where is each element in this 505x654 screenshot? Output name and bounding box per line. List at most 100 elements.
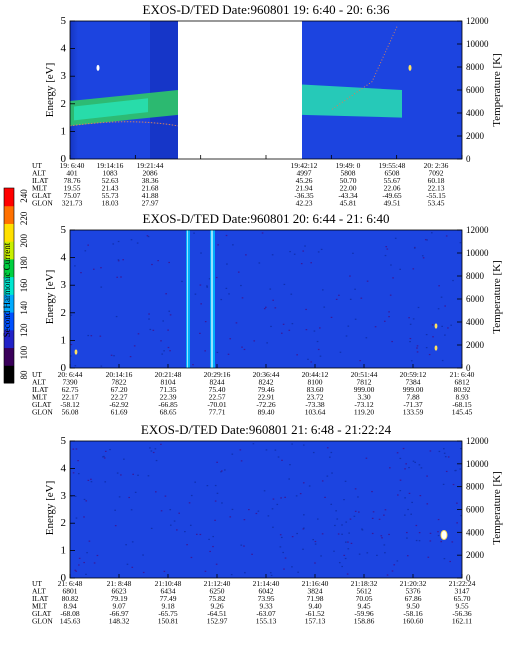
noise-speck: [409, 340, 411, 343]
noise-speck: [280, 497, 282, 499]
table-cell: 6434: [161, 587, 176, 596]
noise-speck: [429, 532, 432, 534]
noise-speck: [229, 338, 232, 340]
noise-speck: [231, 508, 234, 511]
noise-speck: [78, 557, 81, 559]
y-tick-label: 0: [61, 153, 67, 165]
noise-speck: [176, 529, 178, 531]
noise-speck: [372, 511, 375, 513]
noise-speck: [78, 564, 80, 566]
table-cell: 61.69: [111, 408, 128, 417]
noise-speck: [112, 243, 115, 245]
noise-speck: [269, 572, 272, 574]
noise-speck: [102, 456, 104, 458]
table-cell: 155.13: [256, 617, 277, 626]
noise-speck: [333, 550, 335, 552]
noise-speck: [420, 467, 423, 469]
noise-speck: [314, 562, 316, 564]
noise-speck: [394, 237, 397, 239]
table-cell: 53.45: [428, 199, 445, 208]
noise-speck: [199, 332, 201, 334]
noise-speck: [318, 327, 321, 329]
table-cell: 20:44:12: [302, 370, 329, 379]
table-cell: 145.45: [452, 408, 473, 417]
noise-speck: [391, 570, 394, 572]
colorbar-tick-label: 240: [19, 189, 29, 203]
noise-speck: [418, 540, 421, 542]
noise-speck: [326, 475, 329, 477]
noise-speck: [173, 520, 176, 522]
noise-speck: [411, 501, 413, 504]
noise-speck: [409, 323, 412, 325]
noise-speck: [86, 552, 88, 554]
table-cell: 68.65: [160, 408, 177, 417]
noise-speck: [136, 242, 139, 244]
table-cell: 321.73: [62, 199, 83, 208]
burst-stripe-core: [187, 230, 188, 368]
noise-speck: [283, 568, 285, 570]
noise-speck: [83, 561, 85, 564]
table-cell: 77.49: [160, 594, 177, 603]
noise-speck: [100, 286, 103, 288]
noise-speck: [149, 328, 152, 331]
noise-speck: [347, 325, 350, 327]
noise-speck: [321, 533, 324, 535]
table-cell: -73.12: [354, 400, 374, 409]
table-row-header: GLAT: [32, 191, 52, 200]
noise-speck: [348, 532, 350, 534]
noise-speck: [438, 285, 440, 287]
noise-speck: [126, 563, 129, 565]
noise-speck: [88, 540, 91, 542]
noise-speck: [204, 321, 207, 323]
noise-speck: [410, 360, 413, 362]
noise-speck: [90, 335, 93, 337]
y2-tick-label: 6000: [466, 294, 485, 304]
noise-speck: [243, 519, 246, 521]
noise-speck: [150, 527, 153, 530]
noise-speck: [240, 544, 243, 546]
y-tick-label: 4: [61, 252, 67, 264]
panel-2-plot: [70, 230, 462, 368]
noise-speck: [147, 235, 150, 238]
noise-speck: [408, 492, 411, 494]
colorbar-label: Second Harmonic Current: [2, 242, 12, 337]
noise-speck: [378, 518, 381, 520]
table-cell: 7822: [112, 378, 127, 387]
table-cell: 21: 6:48: [58, 579, 83, 588]
noise-speck: [208, 538, 210, 541]
y-tick-label: 2: [61, 98, 67, 110]
table-cell: 67.86: [405, 594, 422, 603]
noise-speck: [296, 532, 298, 535]
noise-speck: [263, 490, 266, 492]
noise-speck: [338, 294, 340, 296]
noise-speck: [72, 472, 75, 474]
noise-speck: [408, 466, 410, 469]
table-cell: 6042: [259, 587, 274, 596]
y-tick-label: 5: [61, 15, 67, 27]
noise-speck: [330, 503, 333, 505]
table-cell: 78.76: [64, 176, 81, 185]
noise-speck: [289, 464, 291, 466]
noise-speck: [120, 474, 122, 476]
noise-speck: [85, 500, 88, 502]
noise-speck: [70, 343, 73, 346]
noise-speck: [349, 275, 351, 277]
table-cell: 20:21:48: [155, 370, 182, 379]
noise-speck: [226, 263, 228, 265]
table-cell: 7.88: [406, 393, 419, 402]
noise-speck: [341, 565, 343, 568]
table-cell: 8242: [259, 378, 274, 387]
noise-speck: [304, 245, 306, 247]
noise-speck: [104, 481, 107, 483]
noise-speck: [291, 566, 293, 568]
table-row-header: ILAT: [32, 594, 49, 603]
noise-speck: [103, 455, 105, 458]
y-tick-label: 3: [61, 70, 67, 82]
y2-tick-label: 0: [466, 573, 471, 583]
table-cell: 21:16:40: [302, 579, 329, 588]
table-row-header: GLON: [32, 408, 53, 417]
noise-speck: [209, 550, 211, 553]
table-cell: 162.11: [452, 617, 473, 626]
table-cell: 3147: [455, 587, 470, 596]
noise-speck: [169, 350, 171, 352]
